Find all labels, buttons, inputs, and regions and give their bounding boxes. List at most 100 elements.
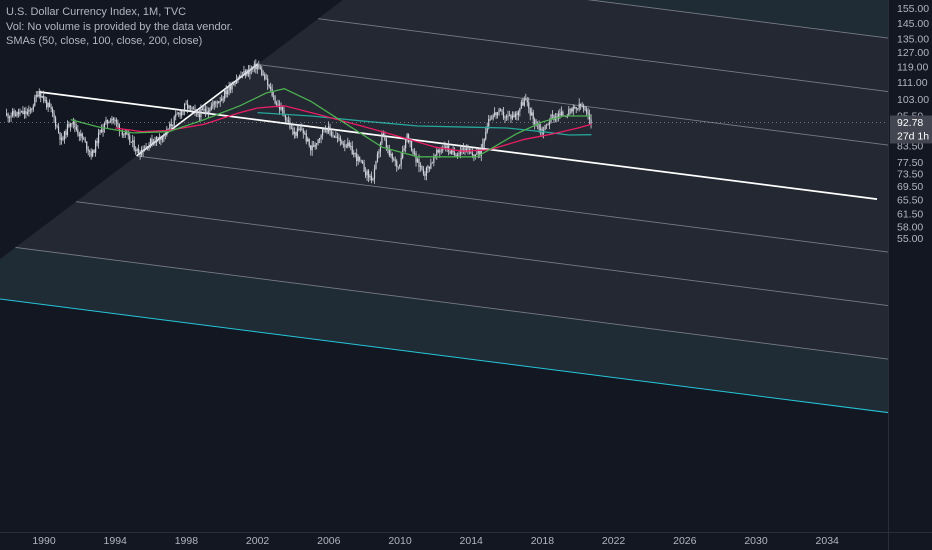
candle <box>329 123 331 136</box>
pitchfork-median-line[interactable] <box>38 90 878 200</box>
candle <box>390 149 392 158</box>
pitchfork-inner-line[interactable] <box>257 63 932 225</box>
candle <box>31 107 33 113</box>
x-tick-label: 2026 <box>673 535 697 547</box>
candle <box>443 141 445 148</box>
candle <box>106 119 109 129</box>
candle <box>10 112 12 122</box>
candle <box>151 134 153 147</box>
candle <box>379 141 382 158</box>
candle <box>143 145 146 152</box>
y-tick-label: 55.00 <box>897 233 923 245</box>
candle <box>78 131 80 142</box>
candle <box>446 143 448 153</box>
candle <box>416 157 419 163</box>
candle <box>124 129 126 138</box>
candle <box>522 97 524 106</box>
candle <box>11 108 14 118</box>
candle <box>243 65 245 76</box>
candle <box>351 141 353 155</box>
candle <box>319 137 321 144</box>
candle <box>338 133 340 142</box>
candle <box>222 96 224 104</box>
x-tick-label: 2014 <box>460 535 484 547</box>
candle <box>492 113 494 121</box>
candle <box>393 156 395 162</box>
candle <box>283 106 285 117</box>
candle <box>408 133 410 144</box>
candle <box>191 106 193 114</box>
candle <box>290 124 293 130</box>
pitchfork-inner-line[interactable] <box>75 201 932 363</box>
pitchfork-inner-line[interactable] <box>15 246 932 408</box>
candle <box>571 107 573 114</box>
candle <box>534 117 536 130</box>
candle <box>480 143 482 162</box>
x-tick-label: 1994 <box>104 535 128 547</box>
candle <box>173 115 175 130</box>
candle <box>17 108 20 118</box>
candle <box>467 144 469 155</box>
candle <box>25 106 27 119</box>
candle <box>317 138 319 146</box>
candle <box>513 111 515 118</box>
candle <box>519 107 521 117</box>
candle <box>359 156 361 163</box>
candle <box>99 129 101 135</box>
candle <box>498 107 500 116</box>
candle <box>326 128 328 135</box>
pitchfork-band <box>15 201 888 360</box>
pitchfork-inner-line[interactable] <box>318 18 932 180</box>
candle <box>181 109 183 119</box>
pitchfork-inner-line[interactable] <box>136 155 932 317</box>
y-tick-label: 77.50 <box>897 157 923 169</box>
candle <box>560 106 562 118</box>
candle <box>123 133 125 139</box>
candle <box>504 115 506 123</box>
candle <box>189 105 192 112</box>
candle <box>270 82 272 93</box>
candle <box>218 100 220 104</box>
candle <box>299 124 301 132</box>
candle <box>38 88 40 99</box>
sma50-line[interactable] <box>70 88 591 158</box>
candle <box>224 88 226 102</box>
candle <box>71 123 73 128</box>
indicator-label: SMAs (50, close, 100, close, 200, close) <box>6 35 203 47</box>
candle <box>391 152 393 163</box>
candle <box>267 74 269 91</box>
candle <box>452 146 454 156</box>
candle <box>356 148 358 167</box>
pitchfork-outer-line[interactable] <box>0 293 932 454</box>
candle <box>422 166 425 176</box>
candle <box>97 128 100 149</box>
sma100-line[interactable] <box>115 105 592 152</box>
candle <box>341 139 343 145</box>
candle <box>307 136 309 142</box>
candle <box>350 142 352 151</box>
candle <box>485 126 487 141</box>
candle <box>198 109 201 122</box>
candle <box>105 116 107 125</box>
candle <box>103 121 106 133</box>
candle <box>425 166 428 181</box>
candle <box>265 73 267 80</box>
bar-countdown: 27d 1h <box>897 130 929 142</box>
y-tick-label: 145.00 <box>897 18 929 30</box>
candle <box>238 74 241 80</box>
candle <box>232 81 235 86</box>
candle <box>93 148 95 154</box>
candle <box>373 164 376 184</box>
candle <box>41 95 43 98</box>
candle <box>135 146 137 155</box>
candle <box>264 72 266 81</box>
candle <box>102 123 104 137</box>
candle <box>114 117 116 126</box>
candle <box>580 103 582 110</box>
candle <box>316 142 318 150</box>
candle <box>360 159 362 164</box>
x-tick-label: 2034 <box>816 535 840 547</box>
candle <box>184 102 186 116</box>
